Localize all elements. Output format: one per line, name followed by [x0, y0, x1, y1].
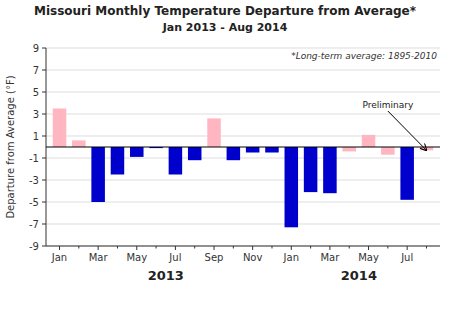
- x-tick: [98, 246, 99, 250]
- annotation: Preliminary: [362, 100, 413, 110]
- bar: [227, 147, 241, 160]
- x-tick: [214, 246, 215, 250]
- grid-line: [46, 180, 440, 181]
- bar: [188, 147, 202, 160]
- y-tick-label: -7: [29, 219, 39, 230]
- y-tick-label: -5: [29, 197, 39, 208]
- bar: [362, 135, 376, 147]
- grid-line: [46, 92, 440, 93]
- y-tick-label: 7: [33, 65, 39, 76]
- y-tick: [42, 158, 46, 159]
- y-label: Departure from Average (°F): [5, 75, 16, 218]
- grid-line: [46, 114, 440, 115]
- bar: [381, 147, 395, 155]
- y-tick-label: -1: [29, 153, 39, 164]
- y-tick: [42, 114, 46, 115]
- bars: [53, 109, 433, 228]
- bar: [111, 147, 125, 175]
- y-tick-label: 1: [33, 131, 39, 142]
- y-tick-label: 9: [33, 43, 39, 54]
- x-tick: [233, 246, 234, 249]
- grid-line: [46, 70, 440, 71]
- y-tick: [42, 202, 46, 203]
- grid-line: [46, 224, 440, 225]
- y-tick: [42, 224, 46, 225]
- x-tick: [59, 246, 60, 250]
- x-tick: [368, 246, 369, 250]
- x-tick: [407, 246, 408, 250]
- grid-line: [46, 246, 440, 247]
- x-tick: [156, 246, 157, 249]
- chart: Missouri Monthly Temperature Departure f…: [0, 0, 450, 310]
- bar: [169, 147, 183, 175]
- x-tick-label: Mar: [89, 252, 109, 263]
- y-tick-label: -3: [29, 175, 39, 186]
- year-label: 2014: [341, 268, 377, 283]
- title: Missouri Monthly Temperature Departure f…: [34, 4, 417, 18]
- x-tick: [175, 246, 176, 250]
- x-tick: [252, 246, 253, 250]
- bar: [53, 109, 67, 148]
- zero-line: [46, 147, 440, 148]
- y-tick-label: 3: [33, 109, 39, 120]
- grid-line: [46, 48, 440, 49]
- y-tick: [42, 136, 46, 137]
- x-tick-label: Mar: [320, 252, 340, 263]
- y-tick: [42, 70, 46, 71]
- bar: [130, 147, 144, 157]
- x-tick: [78, 246, 79, 249]
- y-tick-label: -9: [29, 241, 39, 252]
- bar: [72, 140, 86, 147]
- bar: [304, 147, 318, 192]
- subtitle: Jan 2013 - Aug 2014: [162, 21, 288, 34]
- annotation: *Long-term average: 1895-2010: [291, 51, 437, 61]
- year-label: 2013: [148, 268, 184, 283]
- x-tick-label: Jan: [51, 252, 67, 263]
- x-tick-label: Jul: [168, 252, 181, 263]
- x-tick-label: Sep: [205, 252, 224, 263]
- bar: [246, 147, 260, 153]
- grid-line: [46, 136, 440, 137]
- x-tick: [271, 246, 272, 249]
- x-tick: [194, 246, 195, 249]
- annotation-arrow: [388, 111, 427, 150]
- x-tick: [136, 246, 137, 250]
- x-tick: [329, 246, 330, 250]
- grid-line: [46, 202, 440, 203]
- bar: [323, 147, 337, 193]
- bar: [207, 118, 221, 147]
- y-tick: [42, 92, 46, 93]
- x-tick-label: Nov: [243, 252, 263, 263]
- x-tick-label: Jul: [400, 252, 413, 263]
- bar: [285, 147, 299, 227]
- grid: [46, 48, 440, 246]
- bar: [400, 147, 414, 200]
- x-tick-label: May: [126, 252, 147, 263]
- y-tick: [42, 180, 46, 181]
- x-tick-label: May: [358, 252, 379, 263]
- x-tick: [310, 246, 311, 249]
- bar: [265, 147, 279, 153]
- y-tick: [42, 48, 46, 49]
- y-tick-label: 5: [33, 87, 39, 98]
- y-tick: [42, 246, 46, 247]
- x-axis: [46, 246, 440, 247]
- x-tick-label: Jan: [283, 252, 299, 263]
- bar: [342, 147, 356, 151]
- bar: [91, 147, 105, 202]
- grid-line: [46, 158, 440, 159]
- x-tick: [426, 246, 427, 249]
- x-tick: [117, 246, 118, 249]
- x-tick: [291, 246, 292, 250]
- x-tick: [387, 246, 388, 249]
- x-tick: [349, 246, 350, 249]
